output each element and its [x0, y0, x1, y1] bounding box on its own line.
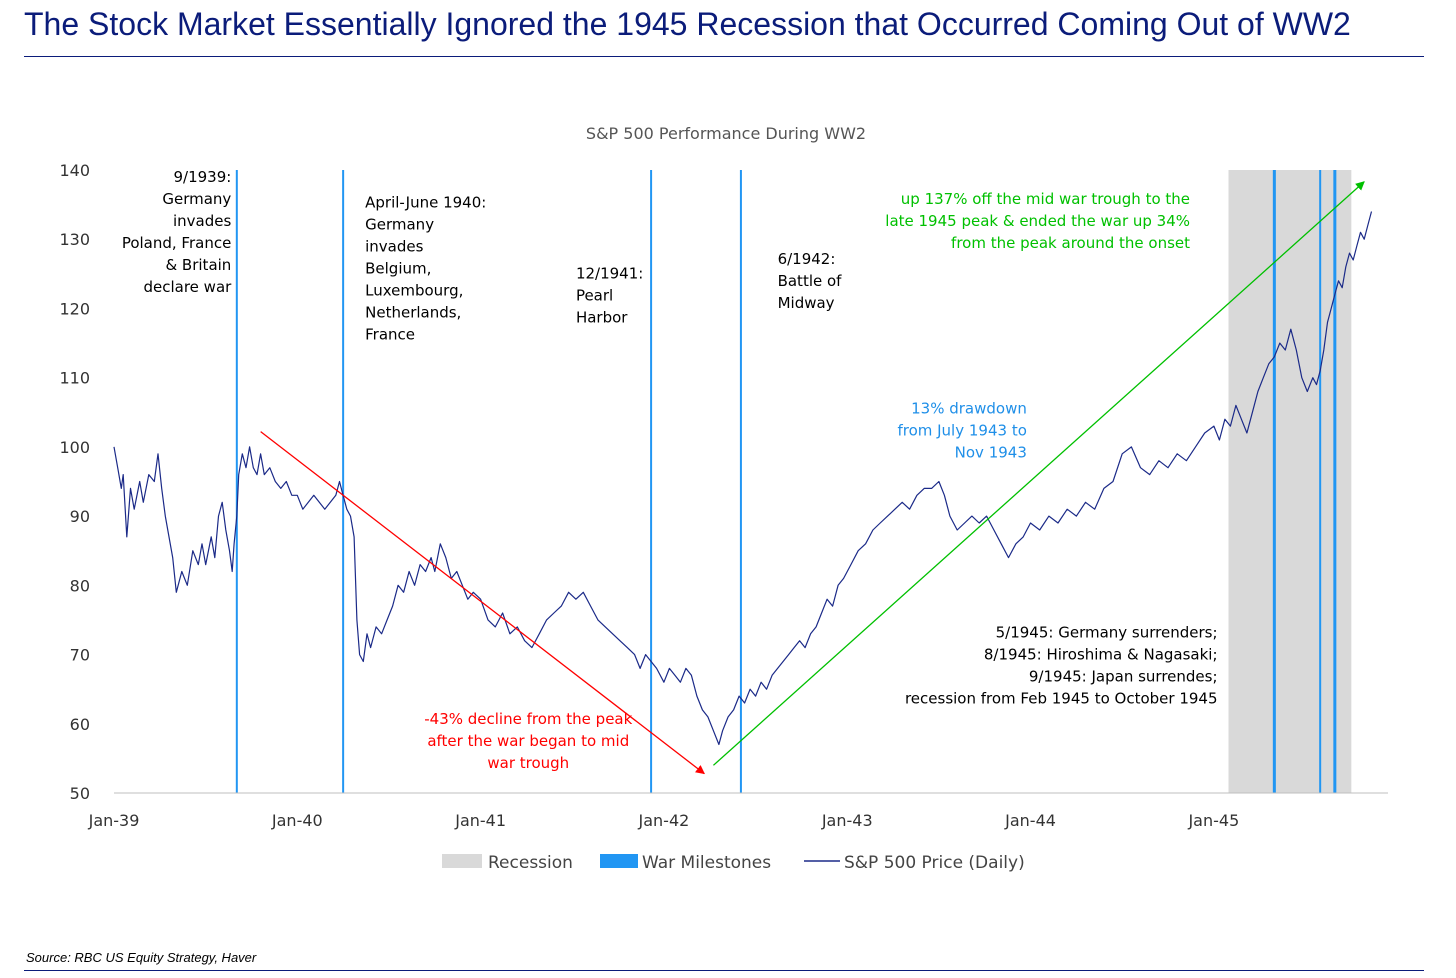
- legend-swatch-recession: [442, 854, 482, 868]
- legend: Recession War Milestones S&P 500 Price (Da…: [442, 853, 1025, 873]
- annotation-line: Pearl: [576, 287, 613, 305]
- annotation-line: after the war began to mid: [427, 732, 629, 750]
- annotation-ann-drawdown: 13% drawdown from July 1943 to Nov 1943: [897, 400, 1026, 462]
- x-tick-label: Jan-43: [821, 811, 873, 830]
- annotation-line: 8/1945: Hiroshima & Nagasaki;: [984, 645, 1218, 663]
- y-tick-label: 60: [70, 715, 90, 734]
- page-title: The Stock Market Essentially Ignored the…: [24, 6, 1351, 42]
- annotation-line: invades: [365, 237, 423, 255]
- annotation-line: declare war: [143, 278, 232, 296]
- arrow-layer: [260, 181, 1365, 775]
- recession-band: [1228, 170, 1352, 793]
- footer-divider: [24, 970, 1424, 971]
- recession-band-layer: [1228, 170, 1352, 793]
- annotation-ann-1941: 12/1941: Pearl Harbor: [576, 265, 643, 327]
- title-divider: [24, 56, 1424, 57]
- annotation-ann-1940: April-June 1940: Germany invades Belgium, Lu…: [365, 193, 486, 343]
- y-tick-label: 90: [70, 507, 90, 526]
- annotation-line: & Britain: [165, 256, 231, 274]
- sp500-price-line: [113, 211, 1373, 746]
- annotation-line: Harbor: [576, 309, 628, 327]
- annotation-line: Germany: [365, 215, 434, 233]
- annotation-line: 9/1939:: [173, 168, 231, 186]
- annotation-ann-1945: 5/1945: Germany surrenders; 8/1945: Hiros…: [905, 623, 1218, 707]
- decline-arrow: [260, 431, 705, 775]
- y-tick-label: 80: [70, 576, 90, 595]
- y-tick-label: 130: [59, 230, 90, 249]
- annotation-line: invades: [173, 212, 231, 230]
- annotation-ann-1939: 9/1939: Germany invades Poland, France & Bri…: [122, 168, 232, 296]
- y-tick-label: 100: [59, 438, 90, 457]
- annotation-line: 6/1942:: [778, 250, 836, 268]
- y-tick-label: 50: [70, 784, 90, 803]
- x-tick-label: Jan-44: [1004, 811, 1056, 830]
- annotation-line: 13% drawdown: [911, 400, 1027, 418]
- annotation-line: 12/1941:: [576, 265, 643, 283]
- x-tick-label: Jan-40: [271, 811, 323, 830]
- annotation-line: Germany: [162, 190, 231, 208]
- x-tick-label: Jan-45: [1187, 811, 1239, 830]
- source-note: Source: RBC US Equity Strategy, Haver: [26, 950, 257, 965]
- series-layer: [113, 211, 1373, 746]
- annotation-line: France: [365, 325, 415, 343]
- annotation-line: Luxembourg,: [365, 281, 463, 299]
- annotation-line: Midway: [778, 294, 835, 312]
- annotation-line: from the peak around the onset: [951, 234, 1190, 252]
- annotation-line: Nov 1943: [955, 444, 1027, 462]
- annotation-line: recession from Feb 1945 to October 1945: [905, 689, 1218, 707]
- chart: 50 60 70 80 90 100 110 120 130 140 Jan-39 Jan-40 Jan…: [59, 124, 1388, 873]
- legend-label: War Milestones: [642, 853, 771, 873]
- annotation-ann-rise: up 137% off the mid war trough to the lat…: [885, 190, 1190, 252]
- annotation-line: from July 1943 to: [897, 422, 1026, 440]
- annotation-ann-decline: -43% decline from the peak after the war …: [424, 710, 632, 772]
- legend-label: S&P 500 Price (Daily): [844, 853, 1025, 873]
- annotation-line: Netherlands,: [365, 303, 461, 321]
- annotation-layer: 9/1939: Germany invades Poland, France & Bri…: [122, 168, 1218, 772]
- y-tick-label: 140: [59, 161, 90, 180]
- annotation-line: April-June 1940:: [365, 193, 486, 211]
- annotation-line: 9/1945: Japan surrendes;: [1029, 667, 1218, 685]
- rise-arrow: [712, 181, 1365, 766]
- y-tick-label: 110: [59, 369, 90, 388]
- legend-label: Recession: [488, 853, 573, 873]
- annotation-line: 5/1945: Germany surrenders;: [996, 623, 1218, 641]
- war-milestone-layer: [235, 170, 1337, 793]
- annotation-line: Belgium,: [365, 259, 431, 277]
- y-tick-label: 120: [59, 299, 90, 318]
- annotation-line: up 137% off the mid war trough to the: [901, 190, 1190, 208]
- x-tick-label: Jan-41: [454, 811, 506, 830]
- annotation-line: late 1945 peak & ended the war up 34%: [885, 212, 1190, 230]
- y-tick-label: 70: [70, 646, 90, 665]
- annotation-line: -43% decline from the peak: [424, 710, 632, 728]
- axes-layer: 50 60 70 80 90 100 110 120 130 140 Jan-39 Jan-40 Jan…: [59, 161, 1388, 830]
- chart-title: S&P 500 Performance During WW2: [586, 124, 866, 143]
- x-tick-label: Jan-39: [88, 811, 140, 830]
- annotation-line: Battle of: [778, 272, 843, 290]
- x-tick-label: Jan-42: [638, 811, 690, 830]
- annotation-line: Poland, France: [122, 234, 232, 252]
- legend-swatch-milestones: [600, 854, 638, 868]
- annotation-line: war trough: [487, 754, 569, 772]
- annotation-ann-1942: 6/1942: Battle of Midway: [778, 250, 843, 312]
